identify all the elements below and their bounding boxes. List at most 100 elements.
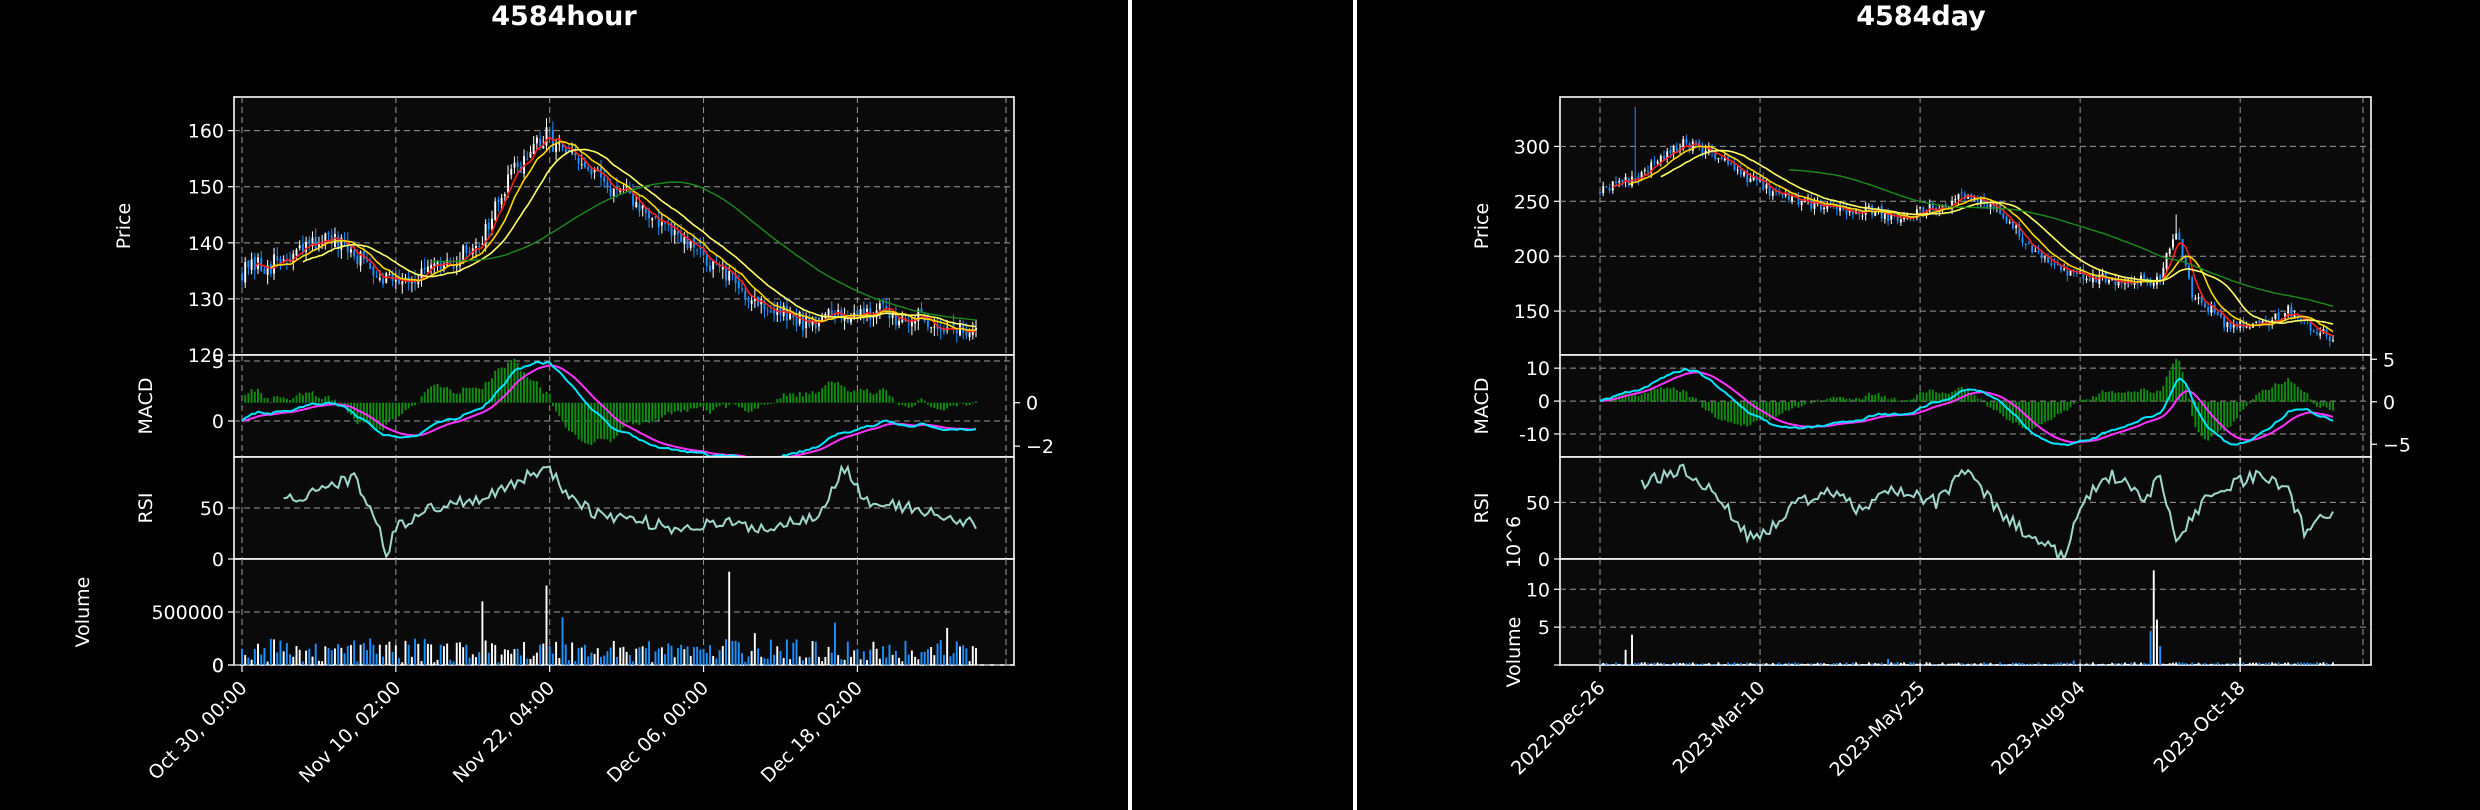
macd-histogram-bar <box>2248 401 2251 404</box>
volume-bar <box>529 659 532 665</box>
volume-bar <box>1832 663 1835 665</box>
volume-bar <box>2303 662 2306 665</box>
macd-histogram-bar <box>1995 401 1998 411</box>
macd-histogram-bar <box>1688 396 1691 402</box>
macd-histogram-bar <box>2181 372 2184 402</box>
macd-histogram-bar <box>2005 401 2008 420</box>
volume-bar <box>532 655 535 665</box>
macd-histogram-bar <box>2271 387 2274 402</box>
macd-histogram-bar <box>942 402 945 411</box>
candle <box>1653 156 1656 166</box>
volume-bar <box>1816 662 1819 665</box>
volume-bar <box>2309 663 2312 665</box>
macd-histogram-bar <box>1727 401 1729 423</box>
macd-histogram-bar <box>2261 389 2264 402</box>
volume-axis-tick-label: 5 <box>1538 617 1550 639</box>
volume-bar <box>975 648 977 665</box>
candle <box>2191 275 2194 302</box>
macd-histogram-bar <box>551 402 554 407</box>
macd-histogram-bar <box>1826 398 1829 402</box>
macd-histogram-bar <box>372 402 375 429</box>
macd-histogram-bar <box>2114 393 2117 402</box>
candle <box>369 257 372 270</box>
macd-histogram-bar <box>689 402 692 409</box>
x-axis-tick-label: 2023-Mar-10 <box>1669 677 1770 778</box>
macd-histogram-bar <box>664 402 667 415</box>
x-axis-tick-label: Dec 18, 02:00 <box>757 677 867 787</box>
candle <box>907 314 910 333</box>
macd-histogram-bar <box>442 387 445 403</box>
macd-histogram-bar <box>558 402 561 417</box>
volume-bar <box>257 643 259 665</box>
macd-histogram-bar <box>952 402 955 406</box>
volume-axis-tick-label: 0 <box>212 655 224 677</box>
macd-histogram-bar <box>1851 399 1854 402</box>
macd-histogram-bar <box>410 402 413 406</box>
volume-bar <box>904 640 907 665</box>
macd-histogram-bar <box>2290 381 2293 402</box>
macd-histogram-bar <box>2072 401 2075 405</box>
volume-bar <box>949 656 952 665</box>
chart-svg: 4584day150200250300Price-10010MACD−50505… <box>1471 1 2411 781</box>
candle <box>2085 275 2088 284</box>
macd-histogram-bar <box>266 398 269 403</box>
volume-bar <box>923 651 926 665</box>
candle <box>2069 269 2072 276</box>
candle <box>817 317 820 332</box>
macd-histogram-bar <box>2107 391 2110 402</box>
candle <box>1928 199 1931 216</box>
macd-axis-label: MACD <box>1471 378 1493 435</box>
volume-bar <box>1727 662 1729 665</box>
volume-bar <box>1631 634 1633 665</box>
volume-bar <box>1663 663 1665 665</box>
macd-histogram-bar <box>2146 390 2149 402</box>
macd-histogram-bar <box>276 396 279 403</box>
macd-histogram-bar <box>949 402 952 407</box>
candle <box>1733 157 1736 172</box>
volume-bar <box>1874 662 1877 665</box>
candle <box>731 271 734 281</box>
candle <box>372 264 375 285</box>
macd-histogram-bar <box>2319 401 2322 408</box>
macd-histogram-bar <box>2018 401 2021 426</box>
volume-bar <box>1855 662 1858 665</box>
volume-bar <box>2258 662 2261 665</box>
volume-bar <box>507 649 509 665</box>
volume-bar <box>551 653 554 665</box>
volume-bar <box>2248 662 2251 665</box>
volume-bar <box>2242 662 2245 665</box>
candle <box>241 268 243 287</box>
candle <box>878 299 881 320</box>
macd-histogram-bar <box>2188 398 2190 402</box>
volume-bar <box>526 658 529 665</box>
candle <box>1685 134 1688 146</box>
candle <box>426 259 429 273</box>
macd-histogram-bar <box>584 402 586 444</box>
candle <box>2008 219 2011 225</box>
macd-histogram-bar <box>1928 389 1931 402</box>
macd-histogram-bar <box>635 402 638 424</box>
volume-bar <box>1970 663 1973 665</box>
volume-bar <box>859 659 862 665</box>
volume-bar <box>1992 664 1995 665</box>
macd-histogram-bar <box>2264 389 2267 402</box>
volume-bar <box>644 648 647 665</box>
volume-bar <box>1621 664 1624 665</box>
macd-histogram-bar <box>574 402 577 435</box>
macd-histogram-bar <box>660 402 663 418</box>
chart-title: 4584hour <box>491 1 637 32</box>
volume-bar <box>1951 663 1954 665</box>
volume-bar <box>308 648 311 665</box>
macd-histogram-bar <box>641 402 644 423</box>
macd-histogram-bar <box>1746 401 1749 427</box>
volume-bar <box>814 641 817 665</box>
volume-bar <box>2178 662 2181 665</box>
volume-bar <box>2268 662 2270 665</box>
candle <box>2229 322 2232 332</box>
volume-bar <box>885 657 888 665</box>
candle <box>529 145 532 159</box>
macd-histogram-bar <box>2143 388 2146 402</box>
volume-bar <box>2306 662 2309 665</box>
macd-histogram-bar <box>1624 392 1627 402</box>
volume-bar <box>1976 664 1979 665</box>
